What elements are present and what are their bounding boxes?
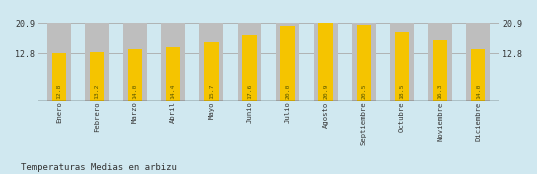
Bar <box>128 49 142 101</box>
Bar <box>390 23 414 101</box>
Bar <box>199 23 223 101</box>
Bar <box>275 23 300 101</box>
Bar <box>52 53 66 101</box>
Text: 12.8: 12.8 <box>56 84 61 99</box>
Text: 20.0: 20.0 <box>285 84 290 99</box>
Text: 14.0: 14.0 <box>476 84 481 99</box>
Text: 13.2: 13.2 <box>95 84 99 99</box>
Text: 18.5: 18.5 <box>400 84 404 99</box>
Text: 17.6: 17.6 <box>247 84 252 99</box>
Bar <box>467 23 490 101</box>
Bar <box>280 26 295 101</box>
Bar <box>166 47 180 101</box>
Bar <box>318 23 333 101</box>
Text: 16.3: 16.3 <box>438 84 442 99</box>
Bar <box>237 23 262 101</box>
Bar <box>471 49 485 101</box>
Bar <box>352 23 376 101</box>
Bar <box>357 25 371 101</box>
Bar <box>314 23 338 101</box>
Bar <box>47 23 70 101</box>
Bar <box>429 23 452 101</box>
Bar <box>242 35 257 101</box>
Text: 20.9: 20.9 <box>323 84 328 99</box>
Text: 14.0: 14.0 <box>133 84 137 99</box>
Bar <box>161 23 185 101</box>
Text: 15.7: 15.7 <box>209 84 214 99</box>
Bar <box>85 23 108 101</box>
Bar <box>433 40 447 101</box>
Bar <box>204 42 219 101</box>
Text: 20.5: 20.5 <box>361 84 366 99</box>
Bar <box>90 52 104 101</box>
Bar <box>123 23 147 101</box>
Text: 14.4: 14.4 <box>171 84 176 99</box>
Bar <box>395 32 409 101</box>
Text: Temperaturas Medias en arbizu: Temperaturas Medias en arbizu <box>21 163 177 172</box>
